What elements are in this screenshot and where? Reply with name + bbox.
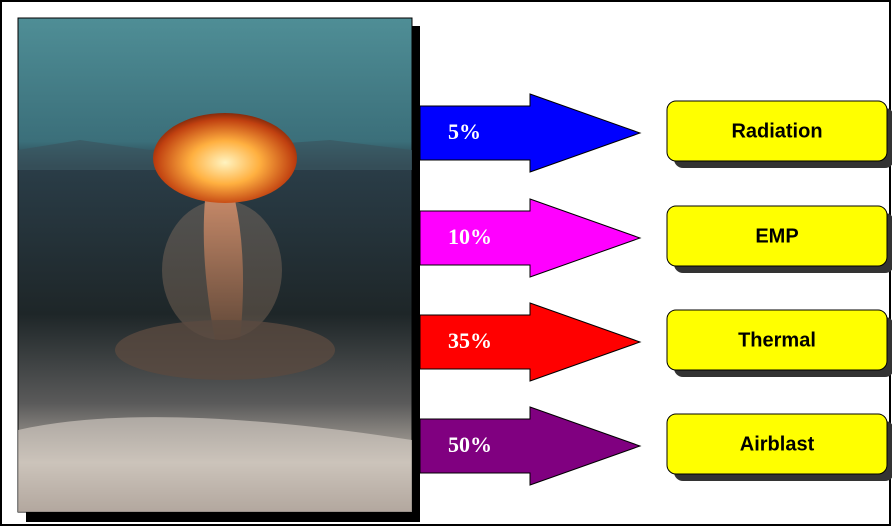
percent-label: 10% xyxy=(448,224,492,249)
percent-label: 5% xyxy=(448,119,481,144)
effect-label: Airblast xyxy=(740,433,815,455)
effect-label: Radiation xyxy=(731,120,822,142)
percent-label: 50% xyxy=(448,432,492,457)
percent-label: 35% xyxy=(448,328,492,353)
photo xyxy=(18,18,420,522)
effect-label: Thermal xyxy=(738,329,816,351)
effect-label: EMP xyxy=(755,225,798,247)
slide: 5% Radiation 10% EMP 35% Thermal 50% Airblast xyxy=(0,0,892,527)
